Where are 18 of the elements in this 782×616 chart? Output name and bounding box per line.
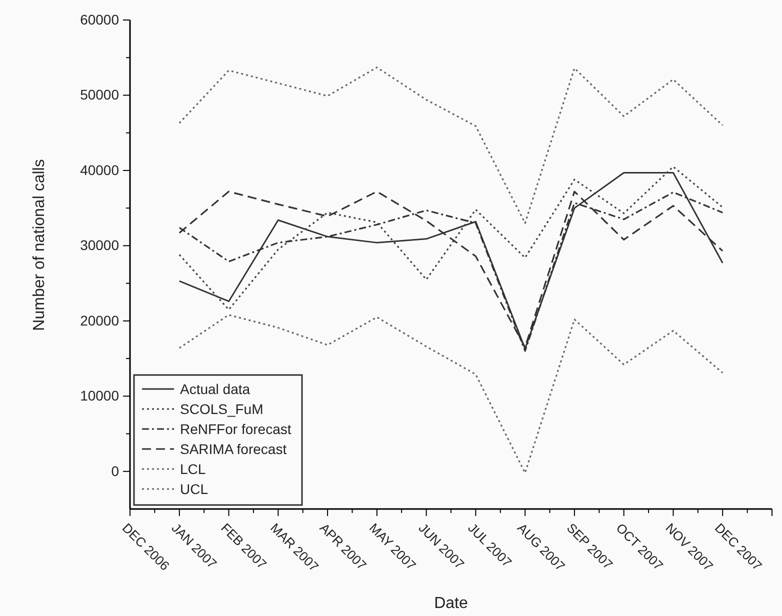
y-tick-label: 60000 [80,11,120,28]
legend-label: ReNFFor forecast [180,421,292,437]
x-axis-title: Date [434,595,468,612]
legend-label: LCL [180,461,206,477]
legend-label: Actual data [180,381,250,397]
legend-label: SARIMA forecast [180,441,287,457]
line-series [178,166,724,310]
y-tick-label: 20000 [80,312,120,328]
line-series [178,66,724,224]
y-tick-label: 40000 [80,162,120,178]
legend-label: UCL [180,481,208,497]
y-tick-label: 10000 [80,388,120,404]
legend-label: SCOLS_FuM [180,401,264,417]
y-tick-label: 30000 [80,237,120,254]
y-axis-title: Number of national calls [31,159,48,331]
y-tick-label: 0 [111,462,120,479]
line-series [178,314,724,474]
y-tick-label: 50000 [80,86,120,103]
